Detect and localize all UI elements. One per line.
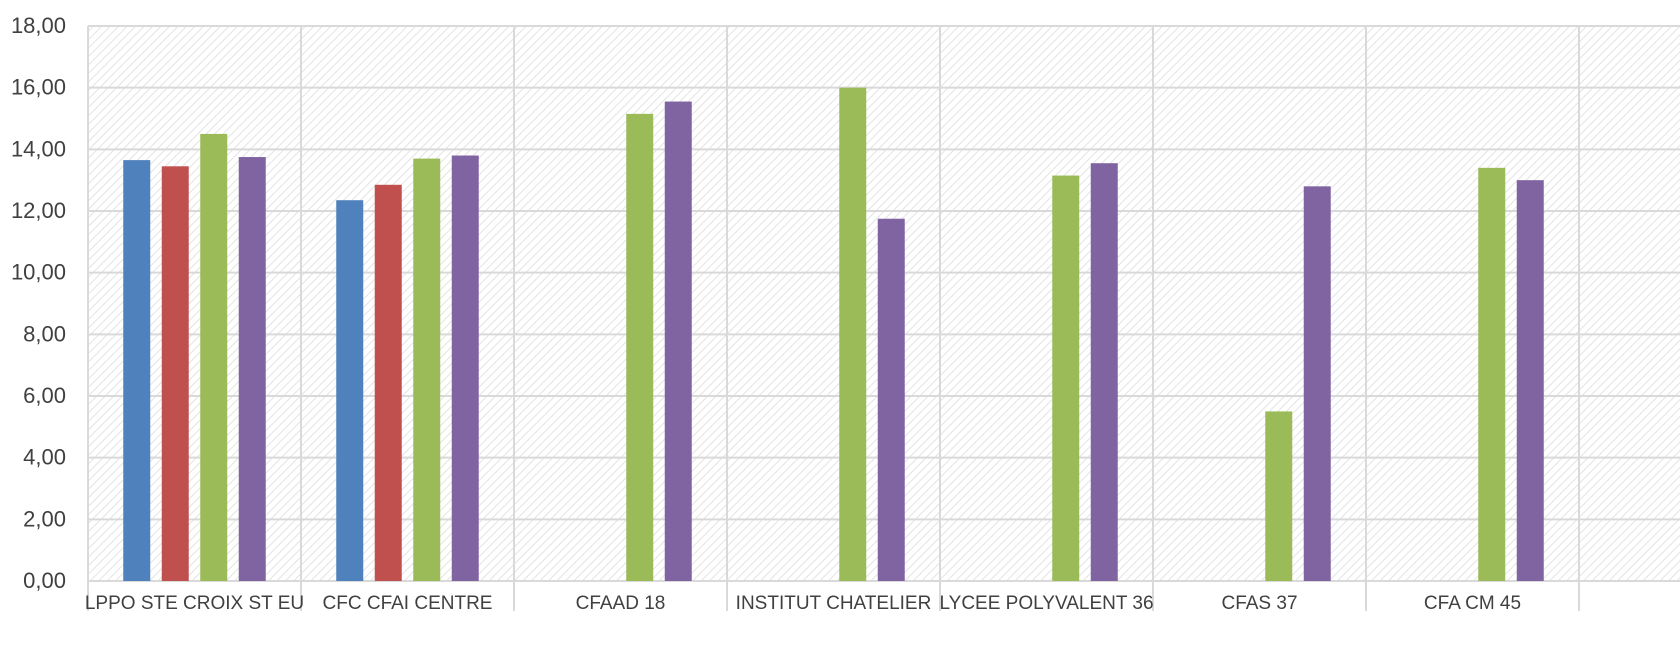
y-tick-label: 8,00 <box>23 321 66 346</box>
bar <box>1516 180 1544 581</box>
bar <box>1052 175 1080 581</box>
y-axis-tick-labels: 0,00 2,00 4,00 6,00 8,00 10,00 12,00 14,00 16,00… <box>11 13 66 593</box>
x-category-label: LPPO STE CROIX ST EU <box>85 593 304 614</box>
category-dividers <box>87 26 1580 611</box>
bars <box>123 87 1544 582</box>
y-tick-label: 16,00 <box>11 75 66 100</box>
bar <box>1090 163 1118 582</box>
bar <box>238 157 266 581</box>
y-tick-label: 4,00 <box>23 445 66 470</box>
bar <box>200 133 228 581</box>
y-tick-label: 0,00 <box>23 568 66 593</box>
bar <box>336 200 364 582</box>
bar <box>664 101 692 582</box>
x-category-label: INSTITUT CHATELIER <box>736 593 932 614</box>
bar <box>413 158 441 582</box>
bar <box>374 184 402 581</box>
x-category-label: CFAAD 18 <box>576 593 666 614</box>
bar <box>877 218 905 582</box>
bar <box>1303 186 1331 582</box>
y-tick-label: 18,00 <box>11 13 66 38</box>
bar <box>839 87 867 582</box>
y-tick-label: 6,00 <box>23 383 66 408</box>
bar <box>626 113 654 581</box>
y-tick-label: 2,00 <box>23 506 66 531</box>
bar <box>451 155 479 581</box>
y-tick-label: 14,00 <box>11 136 66 161</box>
bar <box>161 166 189 581</box>
x-category-label: CFA CM 45 <box>1424 593 1521 614</box>
y-tick-label: 12,00 <box>11 198 66 223</box>
x-category-label: LYCEE POLYVALENT 36 <box>939 593 1153 614</box>
x-axis-category-labels: LPPO STE CROIX ST EU CFC CFAI CENTRE CFAAD… <box>85 593 1521 614</box>
y-tick-label: 10,00 <box>11 260 66 285</box>
bar <box>1265 411 1293 581</box>
x-category-label: CFC CFAI CENTRE <box>323 593 493 614</box>
bar <box>123 160 151 581</box>
x-category-label: CFAS 37 <box>1221 593 1297 614</box>
bar <box>1478 167 1506 582</box>
